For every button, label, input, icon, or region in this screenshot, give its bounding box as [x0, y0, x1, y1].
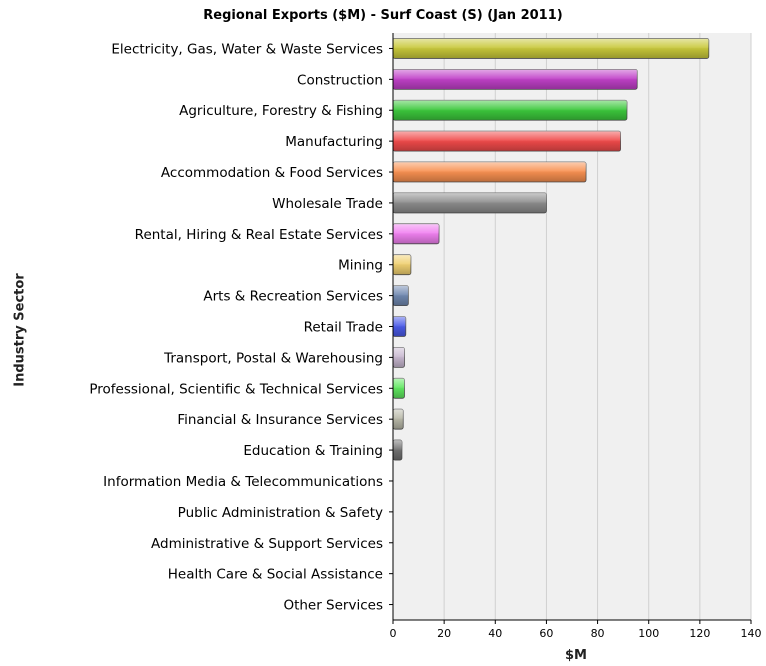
category-label: Manufacturing — [285, 134, 383, 150]
x-tick-label: 100 — [638, 627, 659, 640]
category-label: Accommodation & Food Services — [161, 165, 383, 181]
bar-gloss — [393, 316, 406, 337]
bar — [392, 161, 587, 183]
bar — [392, 38, 710, 59]
category-label: Public Administration & Safety — [178, 505, 383, 521]
bar-gloss — [393, 254, 411, 275]
x-tick-label: 40 — [488, 627, 502, 640]
bar — [392, 223, 440, 245]
category-label: Professional, Scientific & Technical Ser… — [89, 381, 383, 397]
category-label: Education & Training — [243, 443, 383, 459]
bar-gloss — [393, 347, 405, 368]
category-label: Arts & Recreation Services — [203, 289, 383, 305]
bar-gloss — [393, 409, 404, 430]
axes — [389, 33, 752, 624]
bar — [392, 130, 621, 152]
bar — [392, 68, 638, 90]
category-label: Administrative & Support Services — [151, 536, 383, 552]
category-label: Other Services — [283, 598, 383, 614]
category-label: Retail Trade — [304, 320, 383, 336]
category-labels: Electricity, Gas, Water & Waste Services… — [89, 41, 383, 613]
x-tick-label: 0 — [390, 627, 397, 640]
bar-gloss — [393, 100, 627, 121]
bar — [392, 377, 405, 399]
bar-gloss — [393, 285, 409, 306]
category-label: Agriculture, Forestry & Fishing — [179, 103, 383, 119]
category-label: Construction — [297, 72, 383, 88]
chart-title: Regional Exports ($M) - Surf Coast (S) (… — [203, 8, 563, 23]
bar — [392, 408, 404, 430]
category-label: Wholesale Trade — [272, 196, 383, 212]
bar-gloss — [393, 192, 547, 213]
category-label: Health Care & Social Assistance — [168, 567, 383, 583]
bar-gloss — [393, 378, 405, 399]
bar-gloss — [393, 440, 402, 461]
bar — [392, 346, 405, 368]
x-tick-label: 60 — [539, 627, 553, 640]
bar-gloss — [393, 223, 440, 244]
category-label: Information Media & Telecommunications — [103, 474, 383, 490]
category-label: Electricity, Gas, Water & Waste Services — [111, 41, 383, 57]
bar — [392, 99, 628, 121]
x-tick-label: 120 — [689, 627, 710, 640]
plot-area — [393, 33, 751, 620]
bar-gloss — [393, 69, 638, 90]
bar — [392, 192, 547, 214]
bar — [392, 254, 412, 276]
x-tick-label: 140 — [741, 627, 762, 640]
bar-gloss — [393, 162, 587, 183]
x-tick-label: 20 — [437, 627, 451, 640]
bar — [392, 316, 407, 337]
category-label: Rental, Hiring & Real Estate Services — [135, 227, 383, 243]
bars — [392, 38, 710, 461]
bar — [392, 285, 409, 307]
x-tick-label: 80 — [591, 627, 605, 640]
x-axis-title: $M — [565, 648, 587, 663]
category-label: Mining — [338, 258, 383, 274]
tick-labels: 0 20 40 60 80 100 120 140 — [390, 627, 762, 640]
bar-gloss — [393, 131, 621, 152]
bar — [392, 439, 403, 461]
category-label: Transport, Postal & Warehousing — [163, 350, 383, 366]
bar-gloss — [393, 38, 709, 59]
category-label: Financial & Insurance Services — [177, 412, 383, 428]
